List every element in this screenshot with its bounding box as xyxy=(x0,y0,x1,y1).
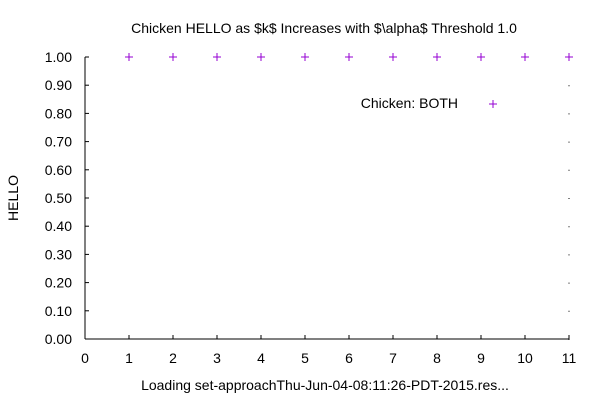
y-tick-label: 0.90 xyxy=(45,77,72,93)
legend: Chicken: BOTH xyxy=(361,95,497,111)
y-axis-ticks: 0.00 0.10 0.20 0.30 0.40 0.50 0.60 0.70 0.80 0.90… xyxy=(45,49,570,347)
data-point xyxy=(125,53,133,61)
x-tick-label: 2 xyxy=(169,350,177,366)
x-tick-label: 11 xyxy=(562,350,577,366)
x-axis-ticks: 0 1 2 3 4 5 6 7 8 9 10 11 xyxy=(81,335,576,366)
x-tick-label: 4 xyxy=(257,350,265,366)
y-axis-label: HELLO xyxy=(5,175,21,221)
y-tick-label: 0.80 xyxy=(45,105,72,121)
x-tick-label: 3 xyxy=(213,350,221,366)
data-point xyxy=(433,53,441,61)
data-point xyxy=(301,53,309,61)
x-tick-label: 0 xyxy=(81,350,89,366)
data-point xyxy=(477,53,485,61)
x-tick-label: 5 xyxy=(301,350,309,366)
y-tick-label: 0.10 xyxy=(45,303,72,319)
x-axis-label: Loading set-approachThu-Jun-04-08:11:26-… xyxy=(141,377,509,393)
y-tick-label: 0.60 xyxy=(45,162,72,178)
y-tick-label: 0.50 xyxy=(45,190,72,206)
x-tick-label: 6 xyxy=(345,350,353,366)
x-tick-label: 8 xyxy=(433,350,441,366)
y-tick-label: 0.40 xyxy=(45,218,72,234)
chart-title: Chicken HELLO as $k$ Increases with $\al… xyxy=(131,20,517,36)
y-tick-label: 0.00 xyxy=(45,331,72,347)
x-tick-label: 7 xyxy=(389,350,397,366)
y-tick-label: 1.00 xyxy=(45,49,72,65)
x-tick-label: 9 xyxy=(477,350,485,366)
data-point xyxy=(389,53,397,61)
legend-marker xyxy=(489,100,497,108)
y-tick-label: 0.30 xyxy=(45,246,72,262)
data-point xyxy=(169,53,177,61)
data-point xyxy=(257,53,265,61)
data-point xyxy=(565,53,573,61)
x-tick-label: 10 xyxy=(517,350,533,366)
data-point xyxy=(521,53,529,61)
data-point xyxy=(345,53,353,61)
data-points xyxy=(125,53,573,61)
y-tick-label: 0.20 xyxy=(45,275,72,291)
data-point xyxy=(213,53,221,61)
x-tick-label: 1 xyxy=(125,350,133,366)
y-tick-label: 0.70 xyxy=(45,134,72,150)
legend-label: Chicken: BOTH xyxy=(361,95,458,111)
